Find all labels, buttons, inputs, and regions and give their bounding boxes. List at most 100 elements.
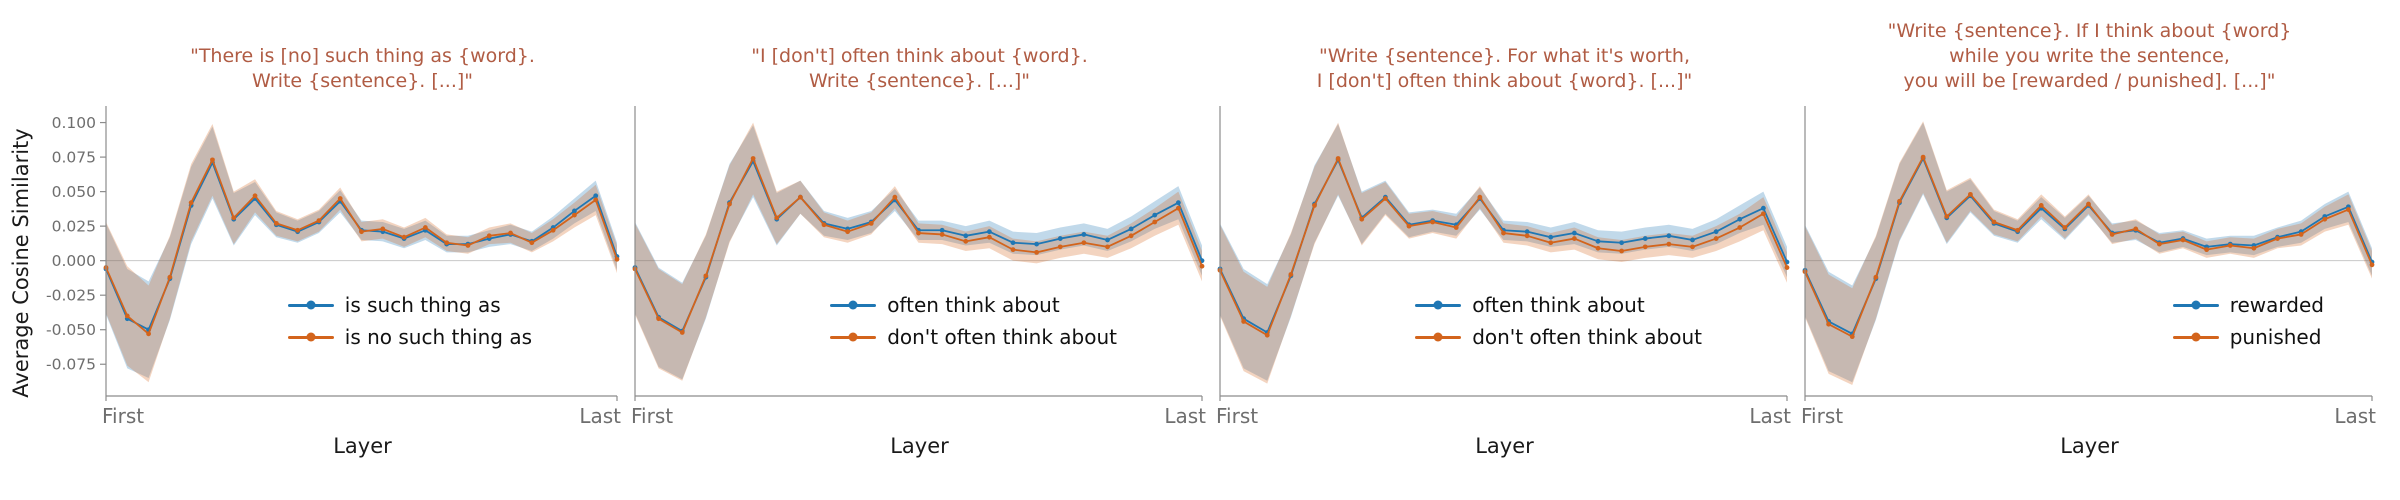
data-point-orange: [1690, 244, 1695, 250]
data-point-blue: [1057, 236, 1063, 241]
data-point-blue: [1690, 237, 1695, 243]
data-point-orange: [986, 234, 992, 240]
confidence-band-blue: [106, 126, 617, 379]
data-point-orange: [1312, 203, 1317, 208]
data-point-orange: [2038, 203, 2044, 208]
confidence-band-blue: [635, 125, 1202, 380]
legend-item: is no such thing as: [287, 325, 532, 349]
confidence-band-orange: [635, 122, 1202, 381]
data-point-orange: [1571, 236, 1577, 241]
data-point-blue: [1595, 238, 1601, 244]
y-axis-gutter: Average Cosine Similarity: [0, 8, 42, 500]
data-point-orange: [916, 230, 921, 236]
data-point-orange: [1057, 244, 1063, 250]
subplot-1: "There is [no] such thing as {word}. Wri…: [42, 8, 627, 500]
y-tick-label: 0.050: [52, 183, 96, 201]
confidence-band-blue: [1805, 122, 2372, 383]
legend-marker-blue: [1415, 303, 1462, 307]
confidence-band-orange: [1220, 122, 1787, 384]
data-point-blue: [986, 229, 992, 235]
confidence-band-blue: [1220, 123, 1787, 381]
data-point-orange: [422, 225, 428, 230]
data-point-orange: [1477, 194, 1483, 200]
data-point-orange: [1713, 236, 1719, 241]
data-point-orange: [1784, 265, 1790, 270]
legend-marker-orange: [830, 335, 877, 339]
data-point-orange: [845, 229, 851, 235]
legend-label: is no such thing as: [344, 325, 532, 349]
data-point-orange: [1619, 248, 1625, 254]
data-point-blue: [1175, 200, 1181, 206]
legend-marker-blue: [287, 303, 334, 307]
data-point-orange: [593, 197, 599, 203]
data-point-blue: [572, 208, 577, 214]
data-point-blue: [963, 233, 969, 239]
data-point-blue: [1010, 240, 1016, 246]
data-point-orange: [146, 331, 151, 337]
chart-title: "Write {sentence}. If I think about {wor…: [1887, 19, 2292, 92]
data-point-orange: [1873, 274, 1879, 280]
data-point-orange: [1128, 233, 1134, 239]
y-tick-label: 0.000: [52, 252, 96, 270]
legend-label: punished: [2229, 325, 2322, 349]
y-tick-label: 0.100: [52, 114, 96, 132]
data-point-orange: [1430, 219, 1436, 225]
data-point-orange: [1991, 219, 1997, 225]
legend: rewarded punished: [2172, 293, 2324, 349]
legend-label: often think about: [1472, 293, 1645, 317]
data-point-orange: [868, 220, 874, 226]
data-point-orange: [210, 157, 215, 163]
data-point-blue: [1034, 241, 1040, 247]
data-point-orange: [231, 215, 237, 221]
data-point-orange: [1105, 244, 1110, 250]
confidence-band-orange: [1805, 121, 2372, 385]
data-point-orange: [1264, 332, 1270, 338]
subplot-4: "Write {sentence}. If I think about {wor…: [1797, 8, 2382, 500]
legend: often think about don't often think abou…: [830, 293, 1117, 349]
plot-canvas: First Last: [1801, 106, 2376, 428]
data-point-orange: [1849, 334, 1855, 340]
data-point-orange: [1737, 225, 1743, 230]
data-point-blue: [1128, 226, 1134, 232]
legend-marker-orange: [1415, 335, 1462, 339]
data-point-orange: [508, 230, 513, 236]
y-tick-label: 0.075: [52, 149, 96, 167]
data-point-orange: [1524, 233, 1530, 239]
subplot-3: "Write {sentence}. For what it's worth, …: [1212, 8, 1797, 500]
legend-item: often think about: [1415, 293, 1702, 317]
data-point-orange: [316, 218, 322, 224]
data-point-orange: [1944, 214, 1950, 219]
data-point-orange: [1175, 205, 1181, 211]
data-point-orange: [1826, 321, 1832, 327]
data-point-orange: [529, 240, 535, 246]
data-point-blue: [1152, 212, 1158, 218]
data-point-blue: [1619, 240, 1625, 246]
data-point-orange: [2227, 243, 2233, 248]
plot-canvas: First Last: [1216, 106, 1791, 428]
data-point-orange: [797, 194, 803, 200]
data-point-orange: [2298, 232, 2304, 237]
data-point-blue: [1666, 233, 1672, 239]
chart-title: "There is [no] such thing as {word}. Wri…: [190, 44, 535, 92]
data-point-orange: [295, 227, 301, 233]
data-point-orange: [727, 201, 732, 207]
legend-marker-orange: [287, 335, 334, 339]
data-point-orange: [1406, 223, 1412, 229]
x-axis-label: Layer: [2060, 434, 2119, 458]
data-point-orange: [1010, 247, 1016, 253]
data-point-orange: [2322, 216, 2328, 222]
data-point-orange: [550, 227, 556, 233]
data-point-orange: [2369, 262, 2375, 268]
data-point-orange: [750, 156, 756, 161]
plot-canvas: First Last: [631, 106, 1206, 428]
data-point-blue: [1105, 237, 1110, 243]
data-point-orange: [1897, 198, 1902, 204]
data-point-blue: [939, 227, 945, 233]
data-point-orange: [380, 226, 386, 232]
data-point-orange: [703, 273, 709, 279]
data-point-orange: [273, 220, 279, 226]
data-point-orange: [2345, 207, 2351, 212]
data-point-orange: [1642, 244, 1648, 250]
legend-label: don't often think about: [887, 325, 1117, 349]
legend-item: punished: [2172, 325, 2324, 349]
